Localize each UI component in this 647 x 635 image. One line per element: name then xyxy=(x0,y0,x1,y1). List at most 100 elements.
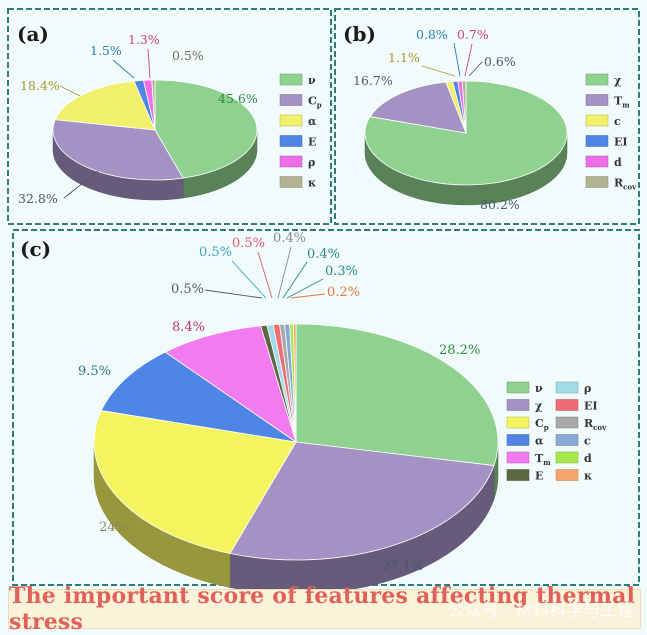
legend-label-2-9: c xyxy=(584,435,591,448)
legend-swatch-2-8 xyxy=(555,416,579,429)
leader-line-0-3 xyxy=(112,59,135,79)
legend-swatch-2-10 xyxy=(555,451,579,464)
legend-label-0-0: ν xyxy=(308,74,316,87)
legend-label-2-8: Rcov xyxy=(584,417,607,432)
legend-label-1-4: d xyxy=(614,156,622,169)
legend-swatch-2-3 xyxy=(506,434,530,446)
legend-label-2-4: Tm xyxy=(535,452,551,467)
leader-line-0-1 xyxy=(63,170,99,199)
leader-line-2-10 xyxy=(286,278,324,299)
value-label-2-2: 24% xyxy=(99,520,128,535)
legend-label-0-3: E xyxy=(308,136,316,149)
legend-label-1-1: Tm xyxy=(614,95,630,110)
legend-label-2-2: Cp xyxy=(535,417,549,432)
legend-label-2-5: E xyxy=(535,470,543,483)
value-label-2-1: 27.1% xyxy=(382,559,423,574)
leader-line-2-9 xyxy=(282,261,308,299)
value-label-2-3: 9.5% xyxy=(78,364,111,379)
legend-label-0-5: κ xyxy=(308,177,316,190)
legend-label-2-6: ρ xyxy=(584,382,591,395)
legend-label-2-1: χ xyxy=(535,400,542,413)
leader-line-1-5 xyxy=(468,61,483,77)
legend-label-1-3: EI xyxy=(614,136,628,149)
legend-label-0-4: ρ xyxy=(308,156,315,169)
value-label-0-3: 1.5% xyxy=(90,43,122,58)
value-label-1-5: 0.6% xyxy=(484,54,516,69)
leader-line-0-4 xyxy=(147,48,151,79)
value-label-0-5: 0.5% xyxy=(172,48,204,63)
legend-swatch-0-2 xyxy=(279,114,303,127)
legend-swatch-1-1 xyxy=(585,94,609,106)
legend-swatch-2-11 xyxy=(555,469,579,481)
legend-swatch-1-4 xyxy=(585,155,609,168)
value-label-2-10: 0.3% xyxy=(325,264,358,279)
watermark: 公众号 · 材料科学与工程 xyxy=(448,601,635,621)
value-label-2-4: 8.4% xyxy=(172,320,205,335)
pie-slice-2-3 xyxy=(100,351,297,443)
value-label-2-5: 0.5% xyxy=(171,282,204,297)
pie-slice-2-11 xyxy=(293,323,297,443)
value-label-1-2: 1.1% xyxy=(388,50,420,65)
legend-swatch-2-6 xyxy=(555,381,579,394)
pie-slice-2-0 xyxy=(295,323,499,467)
legend-label-2-3: α xyxy=(535,435,544,448)
value-label-1-4: 0.7% xyxy=(457,27,489,42)
leader-line-2-6 xyxy=(231,260,267,299)
legend-label-1-2: c xyxy=(614,115,621,128)
value-label-1-1: 16.7% xyxy=(353,73,393,88)
value-label-2-11: 0.2% xyxy=(327,285,360,300)
legend-swatch-0-4 xyxy=(279,155,303,168)
value-label-0-2: 18.4% xyxy=(20,78,60,93)
leader-line-2-11 xyxy=(290,293,326,299)
legend-swatch-2-1 xyxy=(506,399,530,411)
value-label-1-0: 80.2% xyxy=(480,197,520,212)
value-label-2-7: 0.5% xyxy=(232,236,265,251)
legend-swatch-1-5 xyxy=(585,176,609,188)
pie-slice-1-5 xyxy=(461,80,467,134)
pie-slice-1-1 xyxy=(369,81,467,134)
legend-label-2-10: d xyxy=(584,452,592,465)
leader-line-1-2 xyxy=(421,65,456,77)
legend-label-0-1: Cp xyxy=(308,95,322,110)
panel-b-frame xyxy=(334,8,640,225)
value-label-0-1: 32.8% xyxy=(18,191,58,206)
legend-swatch-0-3 xyxy=(279,135,303,147)
leader-line-1-4 xyxy=(464,43,473,77)
legend-swatch-0-5 xyxy=(279,176,303,188)
panel-c: 28.2%27.1%24%9.5%8.4%0.5%0.5%0.5% 0.4%0.4… xyxy=(20,231,607,595)
legend-swatch-2-9 xyxy=(555,434,579,446)
panel-b: 80.2% 16.7% 1.1% 0.8% 0.7% 0.6% (b) χ Tm c EI d Rcov xyxy=(343,22,637,212)
legend-swatch-0-0 xyxy=(279,73,303,86)
value-label-0-4: 1.3% xyxy=(128,32,160,47)
legend-label-1-0: χ xyxy=(614,74,621,87)
value-label-2-6: 0.5% xyxy=(199,245,232,260)
panel-label-1: (b) xyxy=(343,22,376,46)
pie-slice-2-4 xyxy=(164,325,297,443)
legend-swatch-2-5 xyxy=(506,469,530,481)
value-label-1-3: 0.8% xyxy=(416,27,448,42)
legend-swatch-2-0 xyxy=(506,381,530,394)
legend-label-2-0: ν xyxy=(535,382,543,395)
legend-swatch-2-4 xyxy=(506,451,530,464)
leader-line-2-8 xyxy=(277,246,292,299)
pie-slice-0-5 xyxy=(151,79,156,131)
pie-slice-2-1 xyxy=(229,441,495,561)
value-label-2-9: 0.4% xyxy=(307,247,340,262)
legend-label-2-11: κ xyxy=(584,470,592,483)
figure-caption: The important score of features affectin… xyxy=(8,583,641,635)
legend-swatch-0-1 xyxy=(279,94,303,106)
legend-label-0-2: α xyxy=(308,115,317,128)
legend-swatch-2-7 xyxy=(555,399,579,411)
leader-line-1-3 xyxy=(453,42,461,77)
legend-label-1-5: Rcov xyxy=(614,177,637,192)
value-label-0-0: 45.6% xyxy=(218,91,258,106)
value-label-2-8: 0.4% xyxy=(273,231,306,246)
panel-label-2: (c) xyxy=(20,237,51,261)
leader-line-2-7 xyxy=(257,251,273,299)
leader-line-0-2 xyxy=(59,85,81,97)
pie-slice-0-2 xyxy=(54,80,156,131)
pie-slice-0-1 xyxy=(52,119,184,181)
